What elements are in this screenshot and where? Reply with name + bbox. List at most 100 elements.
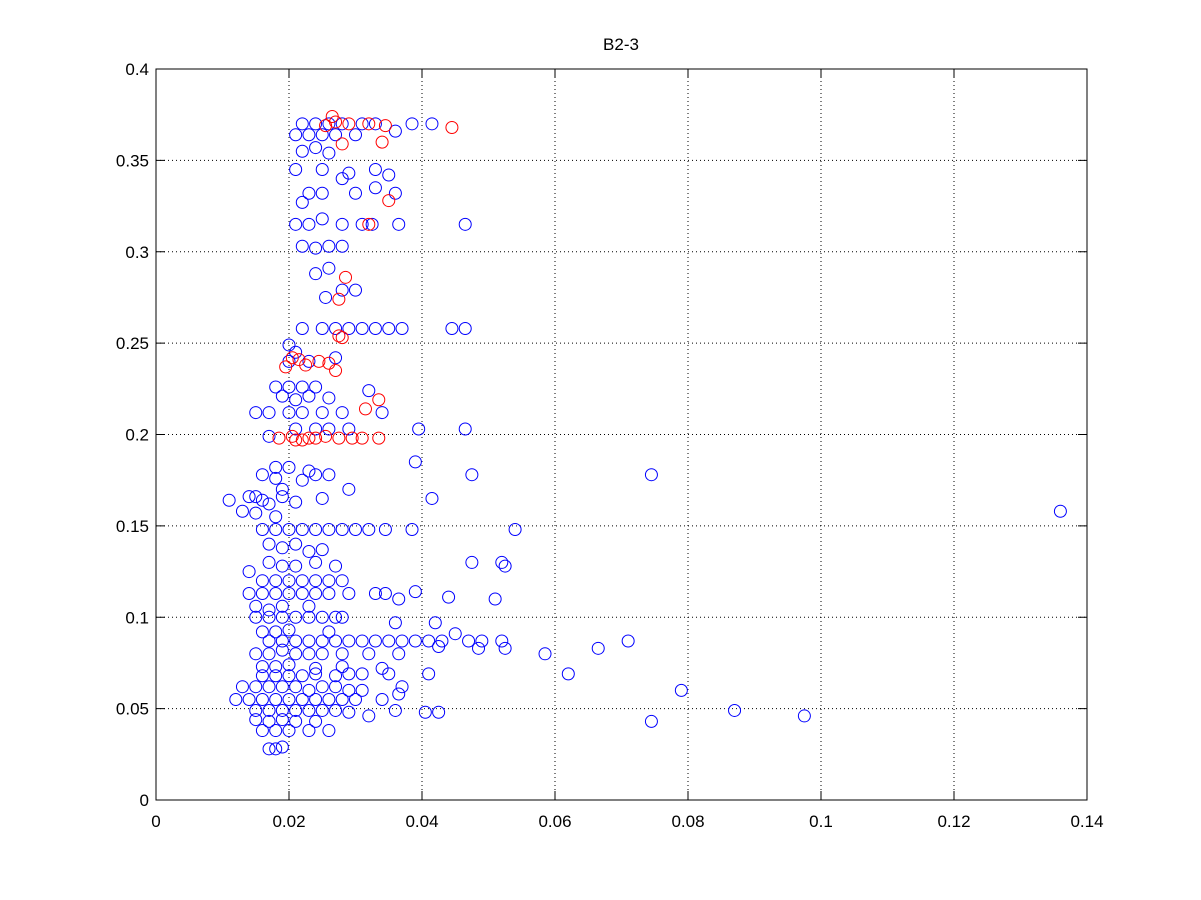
data-point-blue [342,705,356,719]
data-point-blue [362,523,376,537]
data-point-blue [488,592,502,606]
y-tick-label: 0 [140,791,149,810]
data-point-blue [322,625,336,639]
data-point-blue [495,555,509,569]
y-tick-label: 0.05 [116,700,149,719]
data-point-blue [465,555,479,569]
data-point-blue [329,703,343,717]
data-point-blue [392,592,406,606]
data-point-blue [255,724,269,738]
data-point-blue [249,610,263,624]
data-point-blue [289,217,303,231]
data-point-blue [322,391,336,405]
data-point-blue [392,687,406,701]
x-tick-labels: 0 0.02 0.04 0.06 0.08 0.1 0.12 0.14 [151,812,1103,831]
data-point-blue [335,117,349,131]
data-point-blue [262,406,276,420]
data-point-blue [289,634,303,648]
data-point-blue [302,647,316,661]
data-point-blue [275,680,289,694]
data-point-blue [508,523,522,537]
data-point-blue [368,117,382,131]
data-point-blue [302,544,316,558]
x-tick-label: 0.08 [671,812,704,831]
data-point-blue [309,692,323,706]
data-point-blue [302,610,316,624]
data-point-blue [322,574,336,588]
data-point-blue [275,541,289,555]
axes-frame [155,68,1088,801]
data-point-blue [342,322,356,336]
data-point-blue [329,680,343,694]
data-point-blue [269,660,283,674]
data-point-blue [498,559,512,573]
data-point-blue [302,724,316,738]
data-point-blue [269,460,283,474]
data-point-blue [442,590,456,604]
data-point-blue [644,468,658,482]
data-point-blue [322,117,336,131]
y-tick-label: 0.1 [125,608,149,627]
data-point-blue [432,639,446,653]
data-point-blue [335,239,349,253]
data-point-blue [375,406,389,420]
x-tick-label: 0 [151,812,160,831]
data-point-blue [289,393,303,407]
data-point-blue [275,634,289,648]
data-point-blue [315,491,329,505]
data-point-blue [329,669,343,683]
data-point-blue [295,574,309,588]
data-point-blue [235,680,249,694]
data-point-blue [295,473,309,487]
data-point-blue [342,422,356,436]
data-point-blue [255,493,269,507]
data-point-red [358,402,372,416]
data-point-blue [1053,504,1067,518]
data-point-blue [335,406,349,420]
data-point-blue [302,354,316,368]
data-point-blue [275,490,289,504]
data-point-red [302,431,316,445]
data-point-blue [349,523,362,537]
data-point-blue [432,705,446,719]
data-point-blue [275,610,289,624]
data-point-blue [674,683,688,697]
data-point-blue [322,523,336,537]
data-point-red [372,431,386,445]
data-point-blue [329,322,343,336]
data-point-red [345,431,359,445]
data-point-red [322,356,336,370]
data-point-blue [255,660,269,674]
data-point-blue [322,586,336,600]
data-point-blue [408,585,422,599]
data-point-blue [249,490,263,504]
data-point-blue [282,692,296,706]
data-point-blue [249,406,263,420]
data-point-blue [295,195,309,209]
y-tick-label: 0.4 [125,60,149,79]
data-point-blue [309,586,323,600]
data-point-blue [269,471,283,485]
data-point-blue [335,692,349,706]
data-point-blue [275,389,289,403]
data-point-blue [388,124,402,138]
data-point-blue [309,267,323,281]
data-point-blue [262,714,276,728]
data-point-blue [235,504,249,518]
data-point-blue [249,506,263,520]
data-point-blue [249,713,263,727]
axis-ticks [155,68,1088,801]
data-point-blue [388,186,402,200]
data-point-blue [368,634,382,648]
data-point-blue [425,491,439,505]
data-point-blue [242,586,256,600]
data-point-blue [269,742,283,756]
data-point-blue [309,714,323,728]
data-point-blue [378,586,392,600]
y-tick-label: 0.2 [125,426,149,445]
x-tick-label: 0.06 [538,812,571,831]
data-point-blue [269,724,283,738]
data-point-blue [302,389,316,403]
data-point-red [319,429,333,443]
